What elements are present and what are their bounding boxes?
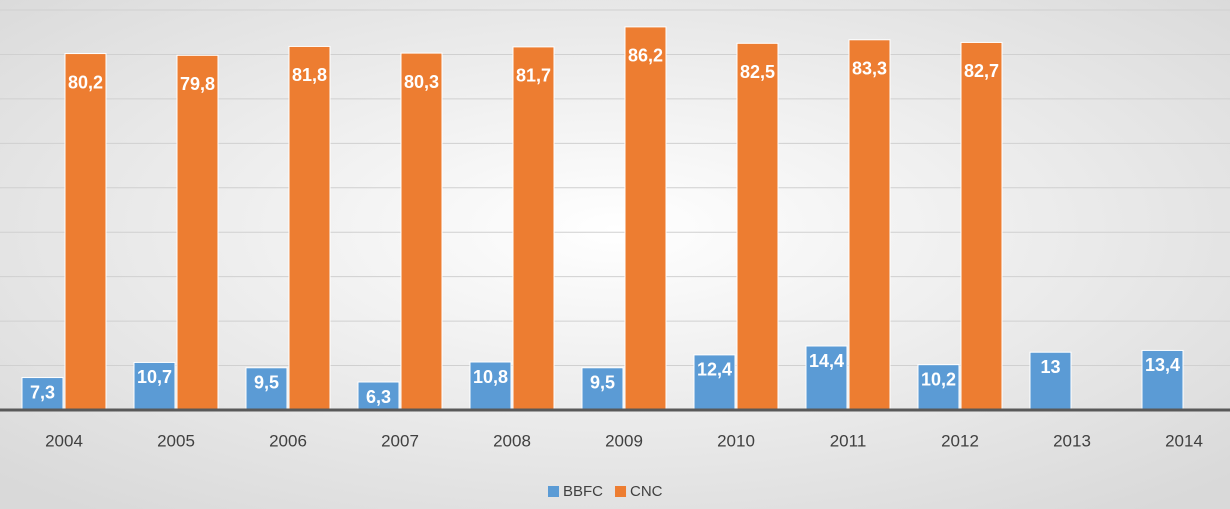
data-label: 82,7: [964, 61, 999, 81]
bar: [1141, 349, 1184, 411]
data-label: 13: [1040, 357, 1060, 377]
legend-swatch: [615, 486, 627, 497]
x-tick-label: 2004: [45, 431, 83, 450]
bar: [245, 367, 288, 411]
legend-label: CNC: [630, 483, 663, 500]
bar: [805, 345, 848, 411]
x-tick-label: 2007: [381, 431, 419, 450]
data-label: 10,8: [473, 367, 508, 387]
data-label: 13,4: [1145, 355, 1180, 375]
data-label: 9,5: [590, 373, 615, 393]
data-label: 6,3: [366, 387, 391, 407]
data-label: 7,3: [30, 382, 55, 402]
legend-label: BBFC: [563, 483, 603, 500]
data-label: 80,3: [404, 72, 439, 92]
bar: [512, 46, 555, 411]
data-label: 80,2: [68, 72, 103, 92]
bar: [917, 364, 960, 411]
x-tick-label: 2013: [1053, 431, 1091, 450]
data-label: 9,5: [254, 373, 279, 393]
bar: [288, 45, 331, 411]
data-label: 10,2: [921, 369, 956, 389]
x-tick-label: 2006: [269, 431, 307, 450]
bar: [21, 377, 64, 411]
bar: [469, 361, 512, 411]
x-tick-label: 2011: [830, 431, 867, 450]
bar: [736, 42, 779, 411]
bar: [960, 41, 1003, 411]
data-label: 83,3: [852, 59, 887, 79]
bar: [176, 54, 219, 411]
data-label: 79,8: [180, 74, 215, 94]
x-tick-label: 2012: [941, 431, 979, 450]
data-label: 82,5: [740, 62, 775, 82]
bar: [624, 26, 667, 411]
x-tick-label: 2005: [157, 431, 195, 450]
data-label: 12,4: [697, 360, 732, 380]
data-label: 81,7: [516, 66, 551, 86]
x-tick-label: 2009: [605, 431, 643, 450]
bar: [400, 52, 443, 411]
legend-swatch: [548, 486, 559, 497]
x-tick-label: 2014: [1165, 431, 1203, 450]
data-label: 14,4: [809, 351, 844, 371]
data-label: 81,8: [292, 65, 327, 85]
bar: [848, 39, 891, 411]
x-tick-label: 2010: [717, 431, 755, 450]
x-tick-label: 2008: [493, 431, 531, 450]
data-label: 10,7: [137, 367, 172, 387]
bar: [64, 53, 107, 411]
data-label: 86,2: [628, 46, 663, 66]
bar: [693, 354, 736, 411]
